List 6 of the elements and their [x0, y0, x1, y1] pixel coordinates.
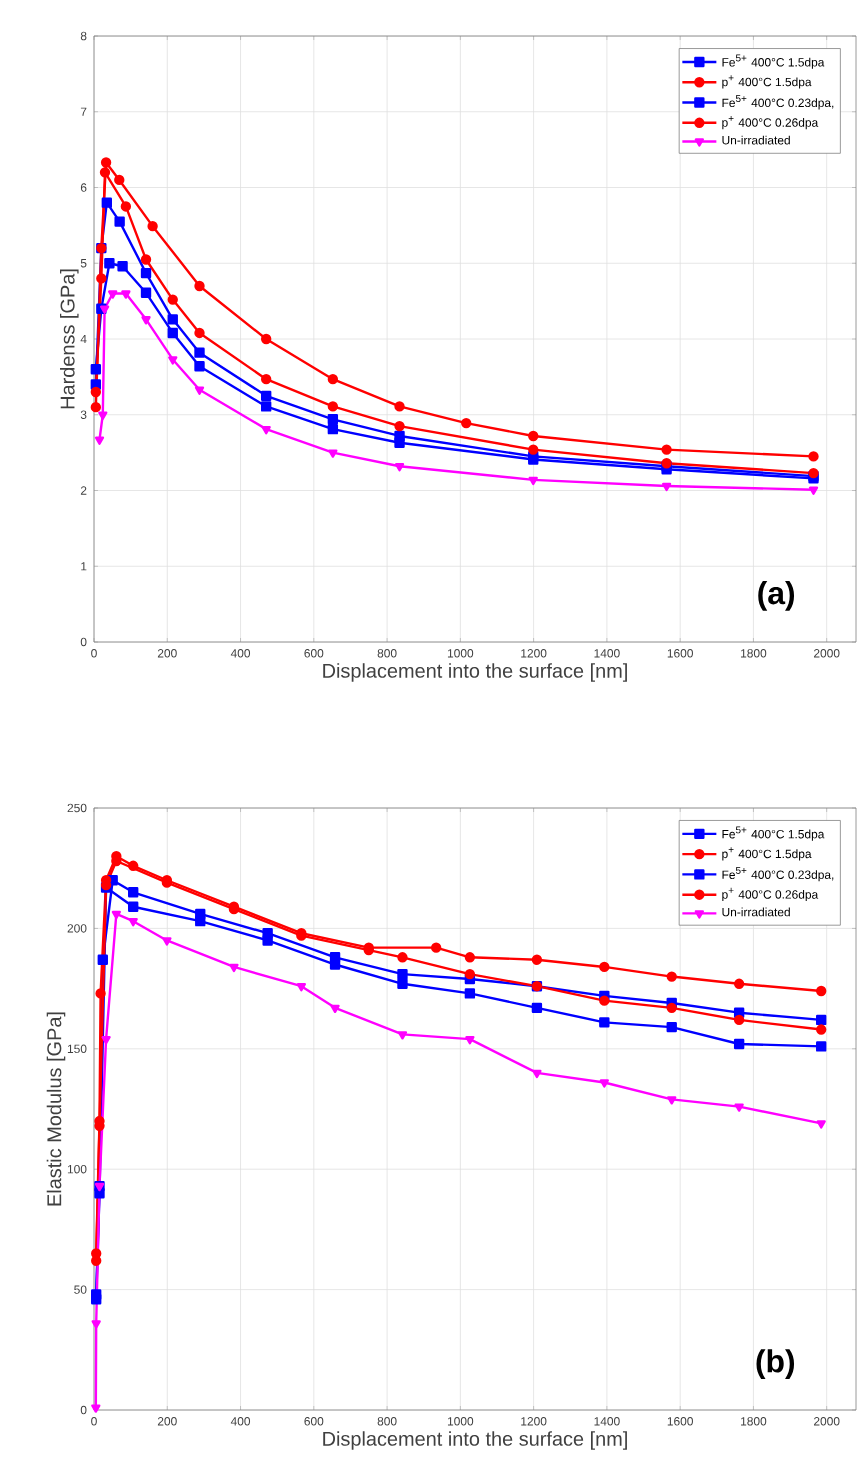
y-axis-title: Elastic Modulus [GPa] — [46, 1012, 66, 1206]
x-axis-title: Displacement into the surface [nm] — [323, 1431, 627, 1450]
y-axis-title: Hardenss [GPa] — [60, 269, 79, 409]
annotation: (b) — [756, 1349, 795, 1379]
annotation: (a) — [758, 581, 795, 611]
x-axis-title: Displacement into the surface [nm] — [323, 663, 627, 682]
